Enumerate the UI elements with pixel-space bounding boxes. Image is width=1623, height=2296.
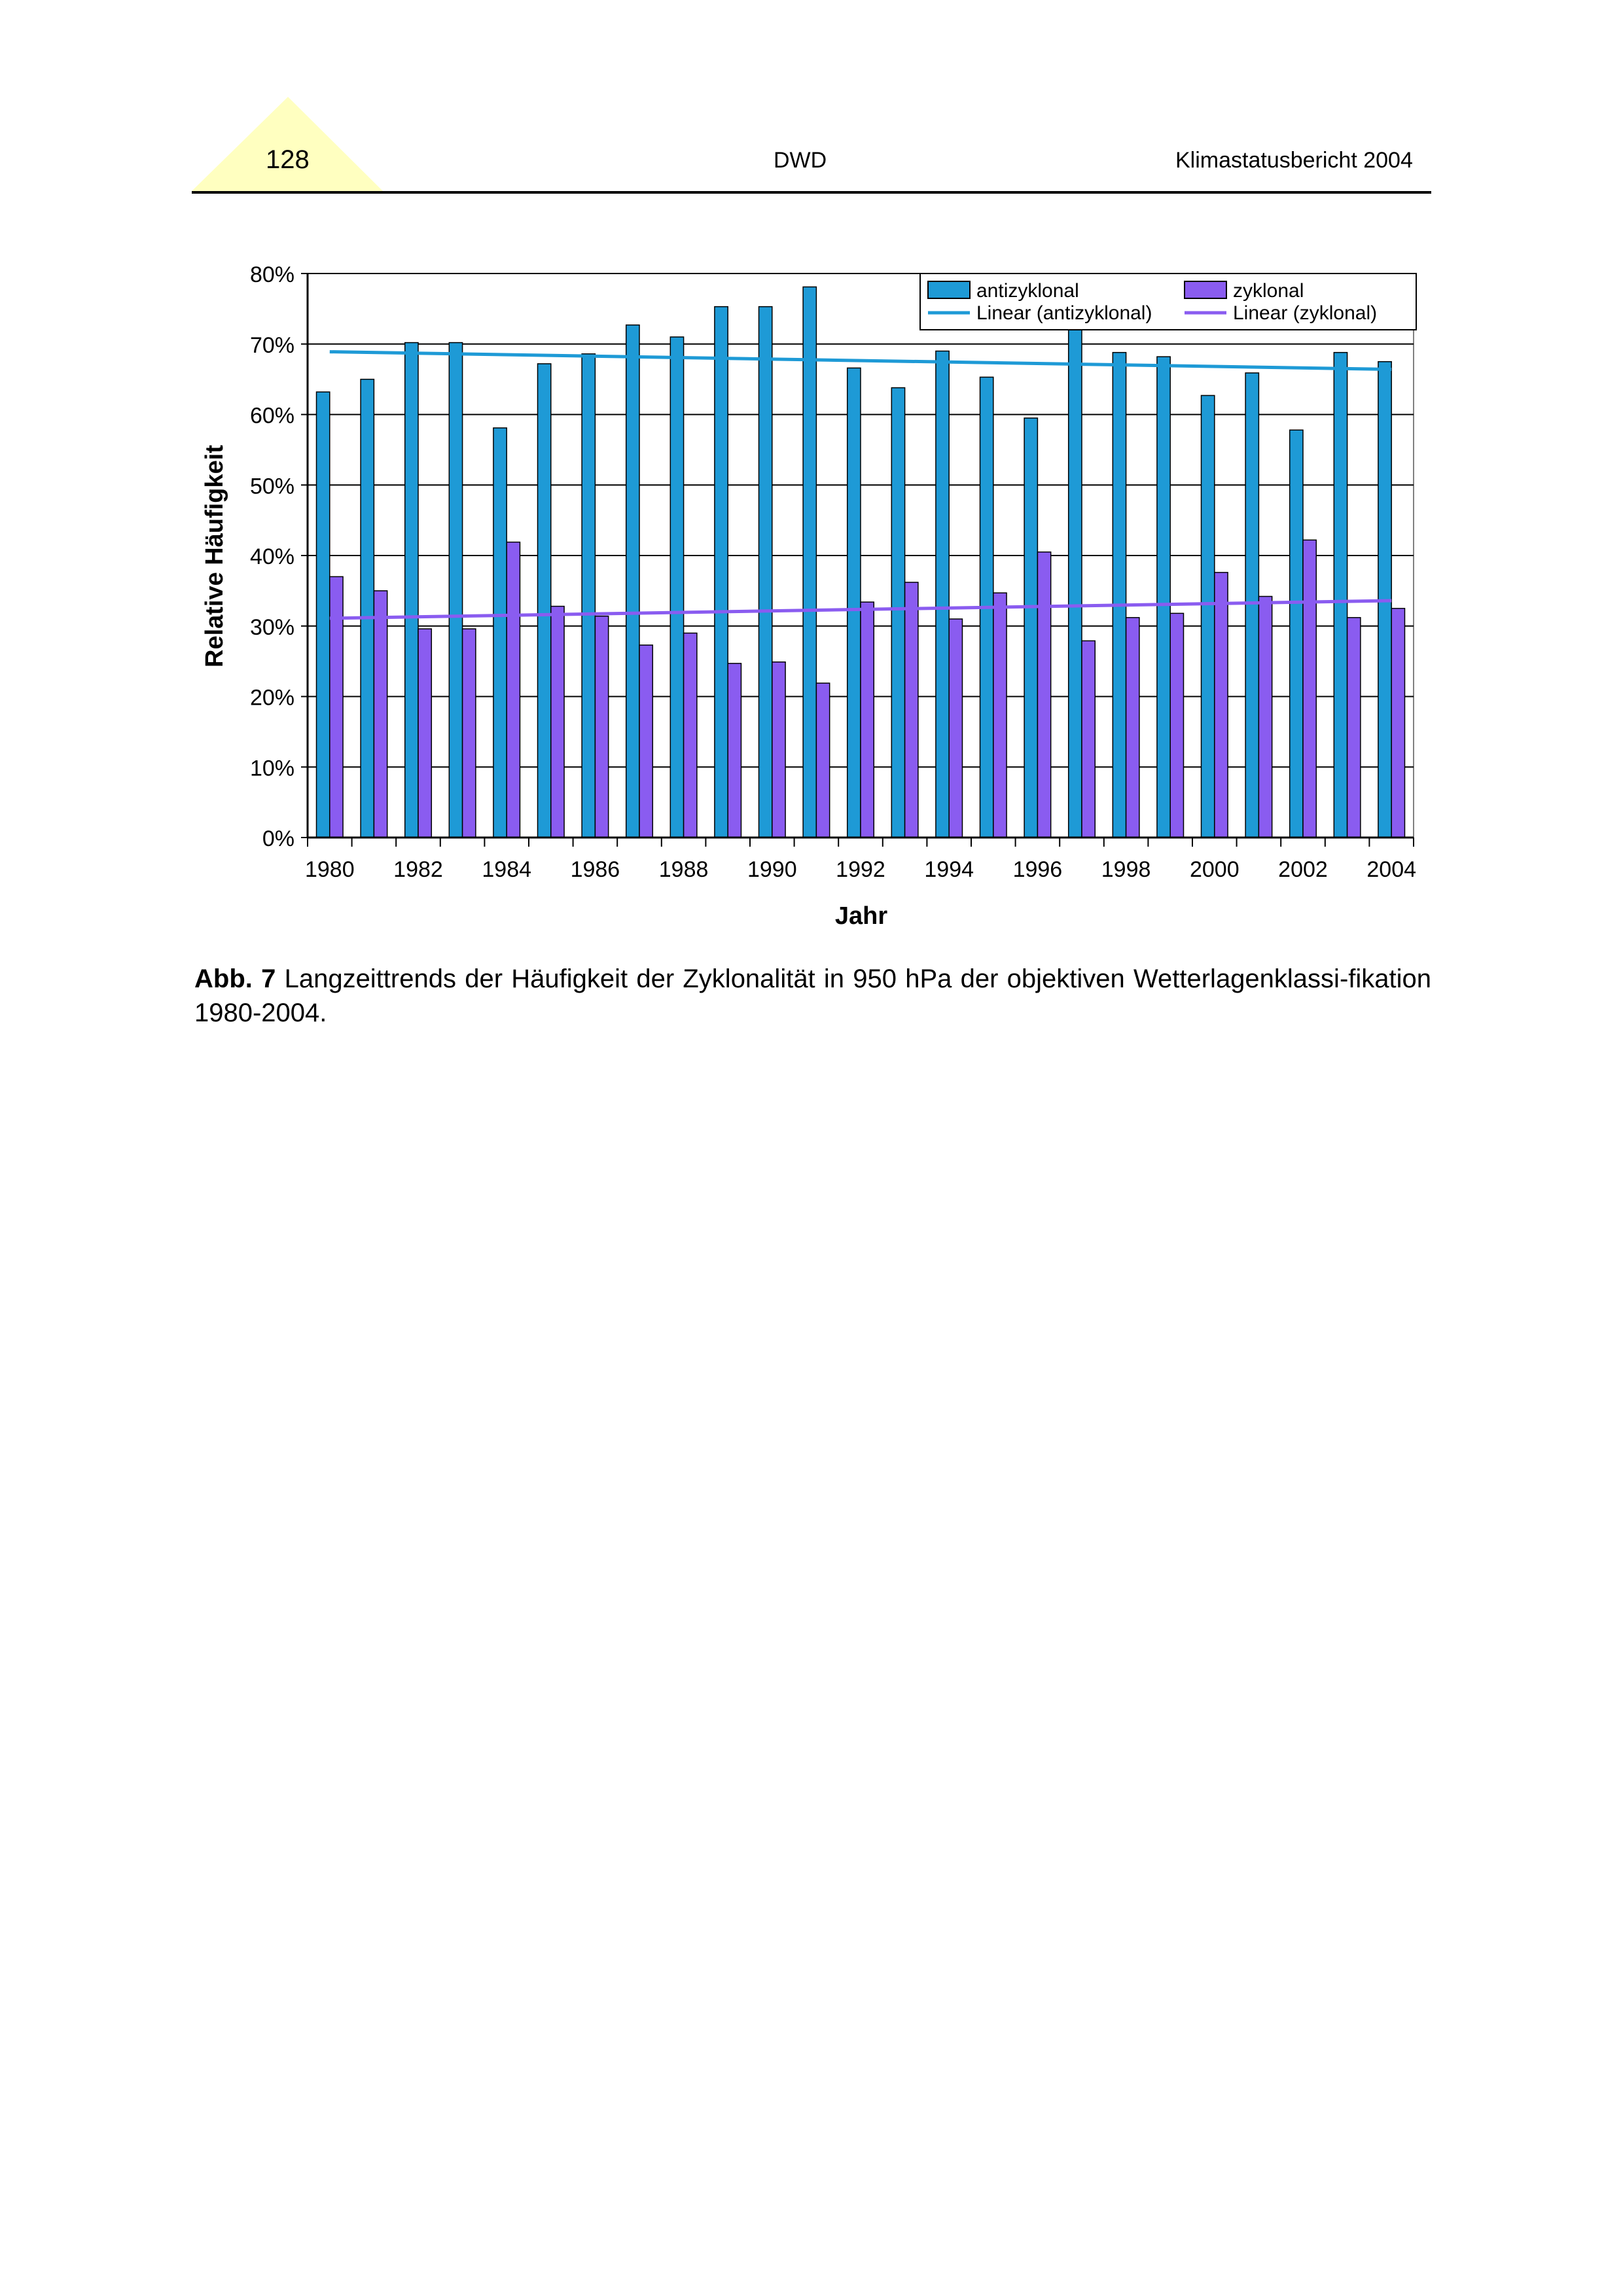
bar-antizyklonal [935,350,950,838]
x-tick-label: 1980 [305,857,355,882]
legend: antizyklonal zyklonal Linear (antizyklon… [919,273,1417,330]
bar-antizyklonal [758,306,773,838]
bar-antizyklonal [315,391,330,838]
legend-label-linear-zyklonal: Linear (zyklonal) [1233,302,1377,324]
x-tick-label: 2000 [1190,857,1240,882]
y-tick-label: 80% [250,262,294,287]
y-tick-label: 0% [262,826,294,851]
bar-zyklonal [948,618,963,838]
bar-zyklonal [1302,539,1317,838]
y-tick-labels: 0% 10% 20% 30% 40% 50% 60% 70% 80% [250,262,294,851]
bar-antizyklonal [404,342,419,838]
bar-zyklonal [683,632,698,838]
x-tick-label: 1992 [836,857,885,882]
axes [301,273,1414,847]
bar-zyklonal [550,605,565,838]
bar-zyklonal [373,590,388,838]
bar-zyklonal [329,576,344,838]
bar-zyklonal [1081,640,1096,838]
bar-antizyklonal [448,342,463,838]
y-axis-label: Relative Häufigkeit [201,445,228,667]
x-axis-label: Jahr [835,902,887,930]
x-tick-label: 1998 [1101,857,1151,882]
bar-zyklonal [506,541,521,838]
bar-antizyklonal [581,353,596,838]
bar-zyklonal [418,628,433,838]
bar-antizyklonal [891,387,906,838]
x-tick-label: 1986 [571,857,620,882]
bar-zyklonal [1037,551,1052,838]
bar-antizyklonal [846,367,861,838]
trend-line [329,350,1392,372]
bar-zyklonal [904,582,919,838]
legend-box [919,273,1417,330]
bar-zyklonal [1169,612,1185,838]
bar-zyklonal [860,601,875,838]
trend-lines [329,350,1392,620]
x-tick-label: 1996 [1013,857,1063,882]
x-tick-label: 1994 [924,857,974,882]
bar-zyklonal [1346,617,1361,838]
x-tick-label: 1984 [482,857,531,882]
y-tick-label: 40% [250,544,294,569]
bar-antizyklonal [537,363,552,838]
x-tick-labels: 1980 1982 1984 1986 1988 1990 1992 1994 1996 1998… [305,857,1416,882]
y-tick-label: 60% [250,404,294,429]
bar-zyklonal [993,592,1007,838]
trend-line [329,599,1392,620]
bar-zyklonal [1258,595,1273,838]
header-publisher: DWD [774,148,827,173]
header-rule [192,191,1431,194]
x-tick-label: 1982 [393,857,443,882]
bar-zyklonal [594,615,609,838]
x-tick-label: 1988 [659,857,709,882]
legend-label-linear-antizyklonal: Linear (antizyklonal) [976,302,1152,324]
legend-label-zyklonal: zyklonal [1233,280,1304,302]
x-tick-label: 2002 [1278,857,1328,882]
chart: 0%10%20%30%40%50%60%70%80% 1980 1982 1984 1… [201,262,1417,930]
bar-antizyklonal [493,427,507,838]
page-number: 128 [266,145,310,174]
bar-zyklonal [815,682,830,838]
header-report-title: Klimastatusbericht 2004 [1175,148,1413,173]
bar-antizyklonal [669,336,685,838]
page-tab-shape [192,97,383,191]
bar-zyklonal [1214,572,1228,838]
bar-antizyklonal [625,324,640,838]
legend-swatch-antizyklonal [927,281,971,299]
y-tick-label: 70% [250,333,294,358]
bar-zyklonal [772,661,786,838]
x-tick-label: 1990 [747,857,797,882]
bar-antizyklonal [1200,395,1215,838]
y-tick-label: 10% [250,756,294,781]
y-tick-label: 30% [250,615,294,640]
page-tab-triangle [192,97,383,191]
legend-swatch-zyklonal [1184,281,1227,299]
bar-antizyklonal [1024,417,1039,838]
bar-antizyklonal [714,306,728,838]
bar-antizyklonal [1289,429,1304,838]
bar-antizyklonal [1333,351,1348,838]
caption-label: Abb. 7 [194,964,276,993]
y-tick-label: 20% [250,686,294,711]
bar-zyklonal [1391,608,1406,838]
bar-zyklonal [639,645,654,838]
bar-antizyklonal [1112,351,1127,838]
figure-caption: Abb. 7 Langzeittrends der Häufigkeit der… [194,962,1431,1030]
y-tick-label: 50% [250,474,294,499]
bar-antizyklonal [360,378,375,838]
bar-zyklonal [1125,617,1140,838]
x-tick-label: 2004 [1366,857,1416,882]
bar-antizyklonal [1245,372,1260,838]
legend-label-antizyklonal: antizyklonal [976,280,1079,302]
bar-antizyklonal [802,286,817,838]
bar-antizyklonal [1156,356,1171,838]
bar-zyklonal [727,663,742,838]
bar-zyklonal [461,628,476,838]
caption-text: Langzeittrends der Häufigkeit der Zyklon… [194,964,1431,1027]
bars [315,286,1406,838]
bar-antizyklonal [1067,328,1082,838]
